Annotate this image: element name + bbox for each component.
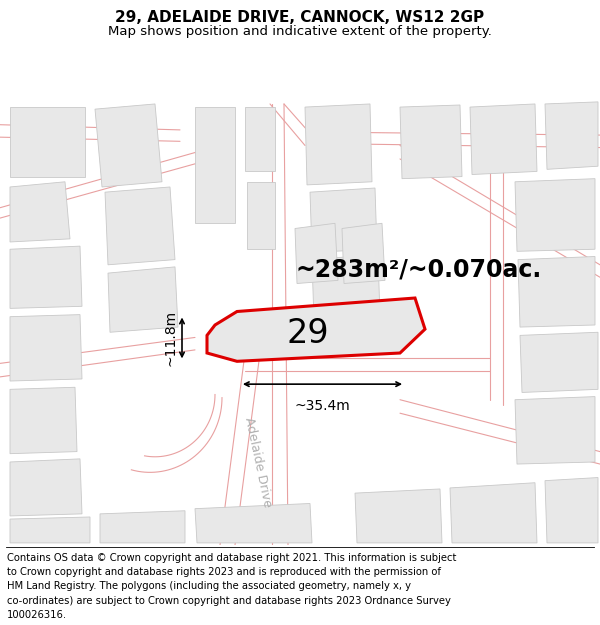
Polygon shape — [400, 105, 462, 179]
Polygon shape — [305, 104, 372, 185]
Polygon shape — [545, 102, 598, 169]
Polygon shape — [105, 187, 175, 265]
Polygon shape — [195, 107, 235, 223]
Polygon shape — [10, 314, 82, 381]
Text: 100026316.: 100026316. — [7, 610, 67, 620]
Polygon shape — [310, 188, 377, 253]
Text: ~35.4m: ~35.4m — [295, 399, 350, 412]
Polygon shape — [108, 267, 178, 332]
Text: HM Land Registry. The polygons (including the associated geometry, namely x, y: HM Land Registry. The polygons (includin… — [7, 581, 411, 591]
Polygon shape — [10, 517, 90, 543]
Polygon shape — [515, 397, 595, 464]
Polygon shape — [195, 504, 312, 543]
Polygon shape — [545, 478, 598, 543]
Polygon shape — [10, 107, 85, 177]
Polygon shape — [95, 104, 162, 187]
Polygon shape — [515, 179, 595, 251]
Text: 29: 29 — [287, 317, 329, 350]
Text: ~11.8m: ~11.8m — [164, 310, 178, 366]
Text: Adelaide Drive: Adelaide Drive — [242, 416, 274, 508]
Polygon shape — [312, 254, 380, 322]
Polygon shape — [295, 223, 338, 284]
Polygon shape — [245, 107, 275, 171]
Polygon shape — [0, 47, 600, 545]
Text: Contains OS data © Crown copyright and database right 2021. This information is : Contains OS data © Crown copyright and d… — [7, 553, 457, 563]
Polygon shape — [450, 482, 537, 543]
Text: to Crown copyright and database rights 2023 and is reproduced with the permissio: to Crown copyright and database rights 2… — [7, 568, 441, 578]
Text: co-ordinates) are subject to Crown copyright and database rights 2023 Ordnance S: co-ordinates) are subject to Crown copyr… — [7, 596, 451, 606]
Polygon shape — [247, 182, 275, 249]
Polygon shape — [355, 489, 442, 543]
Polygon shape — [518, 256, 595, 327]
Text: Map shows position and indicative extent of the property.: Map shows position and indicative extent… — [108, 24, 492, 38]
Polygon shape — [10, 459, 82, 516]
Polygon shape — [207, 298, 425, 361]
Text: 29, ADELAIDE DRIVE, CANNOCK, WS12 2GP: 29, ADELAIDE DRIVE, CANNOCK, WS12 2GP — [115, 10, 485, 25]
Polygon shape — [520, 332, 598, 392]
Polygon shape — [470, 104, 537, 174]
Polygon shape — [10, 388, 77, 454]
Polygon shape — [10, 246, 82, 308]
Polygon shape — [10, 182, 70, 242]
Polygon shape — [342, 223, 385, 284]
Text: ~283m²/~0.070ac.: ~283m²/~0.070ac. — [295, 258, 541, 282]
Polygon shape — [100, 511, 185, 543]
